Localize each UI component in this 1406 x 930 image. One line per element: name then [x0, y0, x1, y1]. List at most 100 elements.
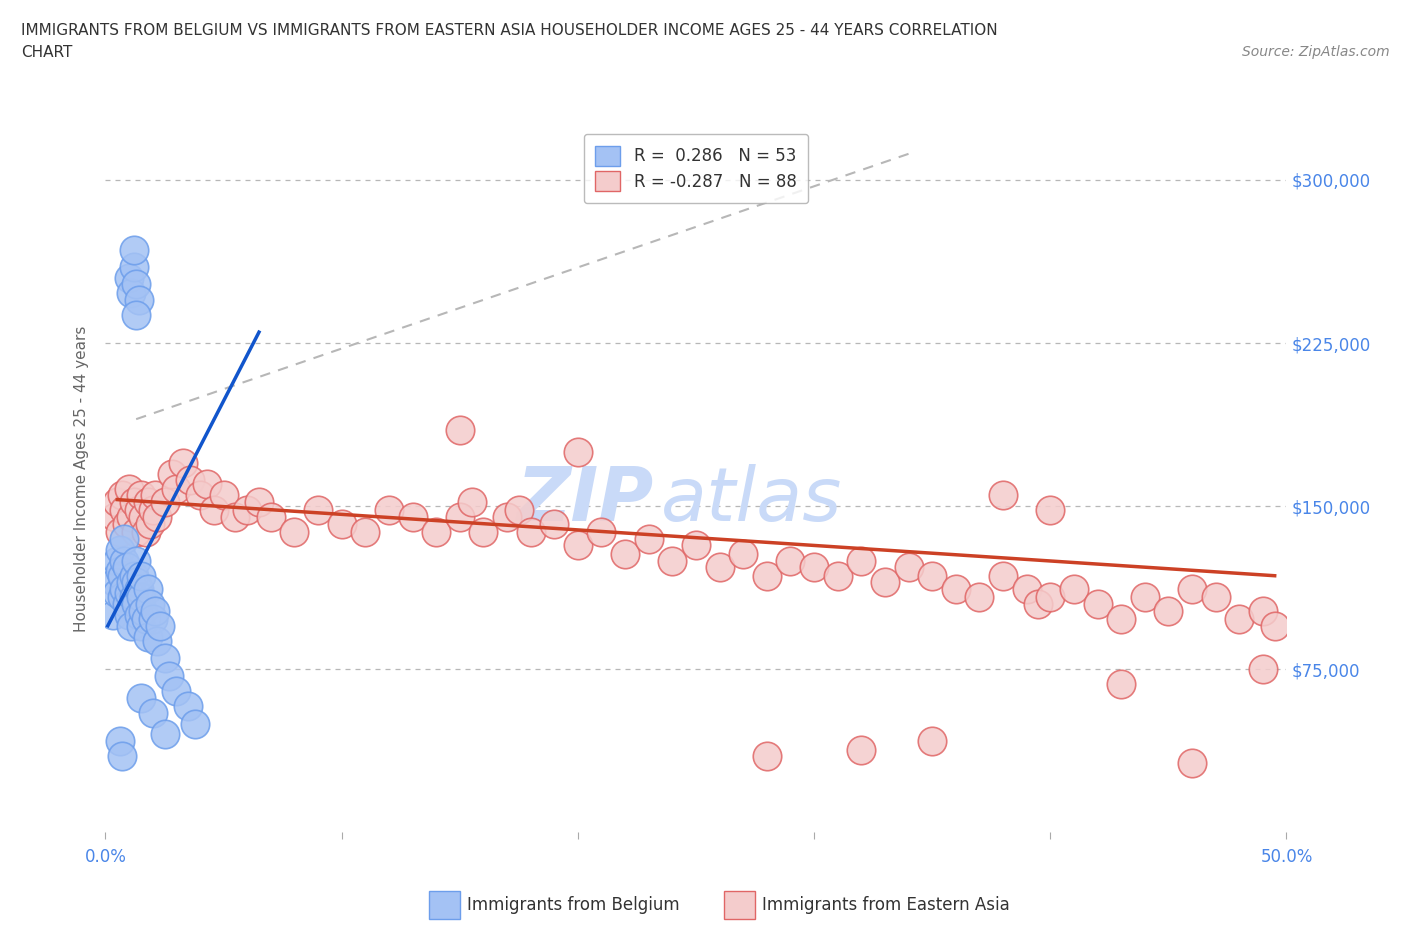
- Point: [991, 568, 1014, 583]
- Point: [543, 516, 565, 531]
- Point: [496, 510, 519, 525]
- Point: [460, 495, 482, 510]
- Legend: R =  0.286   N = 53, R = -0.287   N = 88: R = 0.286 N = 53, R = -0.287 N = 88: [583, 134, 808, 203]
- Point: [120, 575, 142, 590]
- Point: [125, 525, 148, 539]
- Point: [129, 618, 152, 633]
- Point: [1133, 590, 1156, 604]
- Point: [755, 749, 778, 764]
- Point: [129, 568, 152, 583]
- Text: atlas: atlas: [661, 464, 842, 537]
- Point: [136, 581, 159, 596]
- Point: [247, 495, 270, 510]
- Point: [1109, 612, 1132, 627]
- Point: [567, 445, 589, 459]
- Point: [112, 531, 135, 546]
- Point: [146, 510, 169, 525]
- Point: [851, 742, 873, 757]
- Point: [685, 538, 707, 552]
- Point: [177, 698, 200, 713]
- Point: [143, 488, 166, 503]
- Point: [401, 510, 423, 525]
- Point: [104, 575, 127, 590]
- Point: [111, 749, 134, 764]
- Text: CHART: CHART: [21, 45, 73, 60]
- Point: [115, 560, 138, 575]
- Point: [143, 603, 166, 618]
- Point: [142, 705, 165, 720]
- Point: [125, 553, 148, 568]
- Point: [330, 516, 353, 531]
- Text: ZIP: ZIP: [517, 464, 655, 537]
- Point: [122, 568, 145, 583]
- Point: [128, 503, 150, 518]
- Point: [637, 531, 659, 546]
- Point: [125, 575, 148, 590]
- Point: [969, 590, 991, 604]
- Point: [128, 607, 150, 622]
- Point: [1028, 596, 1050, 611]
- Point: [1157, 603, 1180, 618]
- Point: [125, 307, 148, 322]
- Point: [165, 684, 187, 698]
- Point: [132, 510, 155, 525]
- Point: [165, 482, 187, 497]
- Point: [354, 525, 377, 539]
- Point: [873, 575, 896, 590]
- Point: [105, 553, 128, 568]
- Point: [125, 596, 148, 611]
- Text: Immigrants from Belgium: Immigrants from Belgium: [467, 896, 679, 914]
- Point: [135, 525, 157, 539]
- Point: [1181, 581, 1204, 596]
- Point: [803, 560, 825, 575]
- Text: IMMIGRANTS FROM BELGIUM VS IMMIGRANTS FROM EASTERN ASIA HOUSEHOLDER INCOME AGES : IMMIGRANTS FROM BELGIUM VS IMMIGRANTS FR…: [21, 23, 998, 38]
- Point: [128, 581, 150, 596]
- Point: [108, 525, 131, 539]
- Point: [1109, 677, 1132, 692]
- Point: [519, 525, 541, 539]
- Point: [1264, 618, 1286, 633]
- Point: [1251, 662, 1274, 677]
- Point: [1205, 590, 1227, 604]
- Point: [508, 503, 530, 518]
- Point: [112, 581, 135, 596]
- Point: [118, 482, 141, 497]
- Point: [115, 596, 138, 611]
- Point: [118, 607, 141, 622]
- Point: [425, 525, 447, 539]
- Point: [129, 590, 152, 604]
- Point: [709, 560, 731, 575]
- Point: [188, 488, 211, 503]
- Point: [139, 516, 162, 531]
- Point: [179, 472, 201, 487]
- Point: [111, 488, 134, 503]
- Point: [236, 503, 259, 518]
- Point: [111, 568, 134, 583]
- Point: [136, 630, 159, 644]
- Point: [132, 603, 155, 618]
- Point: [851, 553, 873, 568]
- Point: [153, 651, 176, 666]
- Point: [135, 612, 157, 627]
- Point: [1039, 503, 1062, 518]
- Point: [104, 510, 127, 525]
- Point: [118, 271, 141, 286]
- Point: [153, 727, 176, 742]
- Point: [307, 503, 329, 518]
- Point: [195, 477, 218, 492]
- Point: [1181, 755, 1204, 770]
- Point: [118, 586, 141, 601]
- Point: [120, 618, 142, 633]
- Point: [212, 488, 235, 503]
- Point: [945, 581, 967, 596]
- Point: [160, 466, 183, 481]
- Point: [157, 669, 180, 684]
- Point: [105, 495, 128, 510]
- Point: [111, 590, 134, 604]
- Point: [449, 510, 471, 525]
- Point: [733, 547, 755, 562]
- Point: [260, 510, 283, 525]
- Point: [153, 495, 176, 510]
- Point: [136, 495, 159, 510]
- Point: [449, 422, 471, 437]
